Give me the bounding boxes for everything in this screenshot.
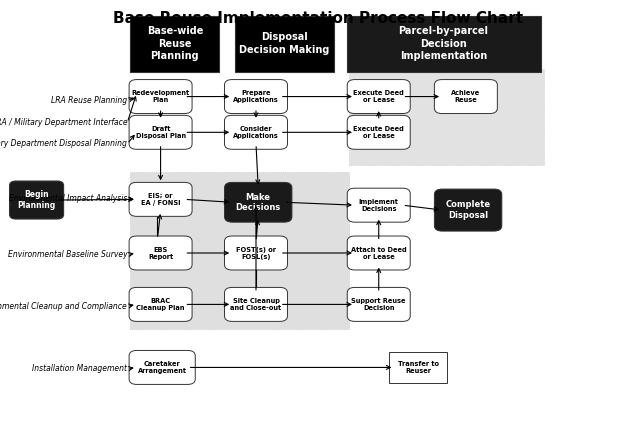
FancyBboxPatch shape <box>434 189 502 231</box>
FancyBboxPatch shape <box>225 287 287 321</box>
Text: Redevelopment
Plan: Redevelopment Plan <box>132 90 190 103</box>
FancyBboxPatch shape <box>129 115 192 149</box>
FancyBboxPatch shape <box>434 80 497 114</box>
FancyBboxPatch shape <box>347 287 410 321</box>
Text: Execute Deed
or Lease: Execute Deed or Lease <box>354 90 404 103</box>
Text: Disposal
Decision Making: Disposal Decision Making <box>239 32 330 55</box>
Text: Environmental Baseline Survey: Environmental Baseline Survey <box>8 250 127 259</box>
FancyBboxPatch shape <box>129 350 195 384</box>
FancyBboxPatch shape <box>225 236 287 270</box>
FancyBboxPatch shape <box>235 16 334 72</box>
Text: BRAC
Cleanup Plan: BRAC Cleanup Plan <box>136 298 185 311</box>
Bar <box>130 172 349 329</box>
FancyBboxPatch shape <box>10 181 64 219</box>
Text: Installation Management: Installation Management <box>32 364 127 373</box>
Text: EBS
Report: EBS Report <box>148 246 173 260</box>
FancyBboxPatch shape <box>225 182 292 222</box>
Text: Caretaker
Arrangement: Caretaker Arrangement <box>137 361 187 374</box>
Text: Base Reuse Implementation Process Flow Chart: Base Reuse Implementation Process Flow C… <box>113 11 523 26</box>
FancyBboxPatch shape <box>225 80 287 114</box>
Text: Attach to Deed
or Lease: Attach to Deed or Lease <box>351 246 406 260</box>
Text: Base-wide
Reuse
Planning: Base-wide Reuse Planning <box>147 26 203 61</box>
Text: FOST(s) or
FOSL(s): FOST(s) or FOSL(s) <box>236 246 276 260</box>
FancyBboxPatch shape <box>347 80 410 114</box>
Text: Begin
Planning: Begin Planning <box>17 190 56 210</box>
Text: Military Department Disposal Planning: Military Department Disposal Planning <box>0 139 127 148</box>
Text: Draft
Disposal Plan: Draft Disposal Plan <box>135 126 186 139</box>
Text: Site Cleanup
and Close-out: Site Cleanup and Close-out <box>230 298 282 311</box>
Text: Consider
Applications: Consider Applications <box>233 126 279 139</box>
Bar <box>349 69 544 165</box>
Text: Execute Deed
or Lease: Execute Deed or Lease <box>354 126 404 139</box>
Text: Environmental Impact Analysis: Environmental Impact Analysis <box>9 194 127 203</box>
FancyBboxPatch shape <box>347 115 410 149</box>
FancyBboxPatch shape <box>347 236 410 270</box>
FancyBboxPatch shape <box>129 80 192 114</box>
FancyBboxPatch shape <box>347 16 541 72</box>
Text: Make
Decisions: Make Decisions <box>235 193 281 212</box>
Text: LRA Reuse Planning: LRA Reuse Planning <box>51 96 127 105</box>
FancyBboxPatch shape <box>347 188 410 222</box>
Text: EIS; or
EA / FONSI: EIS; or EA / FONSI <box>141 193 181 206</box>
FancyBboxPatch shape <box>129 182 192 216</box>
FancyBboxPatch shape <box>130 16 219 72</box>
Text: Parcel-by-parcel
Decision
Implementation: Parcel-by-parcel Decision Implementation <box>399 26 488 61</box>
FancyBboxPatch shape <box>129 287 192 321</box>
Text: Environmental Cleanup and Compliance: Environmental Cleanup and Compliance <box>0 302 127 311</box>
Text: Support Reuse
Decision: Support Reuse Decision <box>352 298 406 311</box>
FancyBboxPatch shape <box>389 352 447 383</box>
Text: Transfer to
Reuser: Transfer to Reuser <box>398 361 439 374</box>
Text: LRA / Military Department Interface: LRA / Military Department Interface <box>0 118 127 127</box>
Text: Prepare
Applications: Prepare Applications <box>233 90 279 103</box>
Text: Implement
Decisions: Implement Decisions <box>359 198 399 212</box>
FancyBboxPatch shape <box>129 236 192 270</box>
FancyBboxPatch shape <box>225 115 287 149</box>
Text: Complete
Disposal: Complete Disposal <box>446 200 490 220</box>
Text: Achieve
Reuse: Achieve Reuse <box>452 90 480 103</box>
